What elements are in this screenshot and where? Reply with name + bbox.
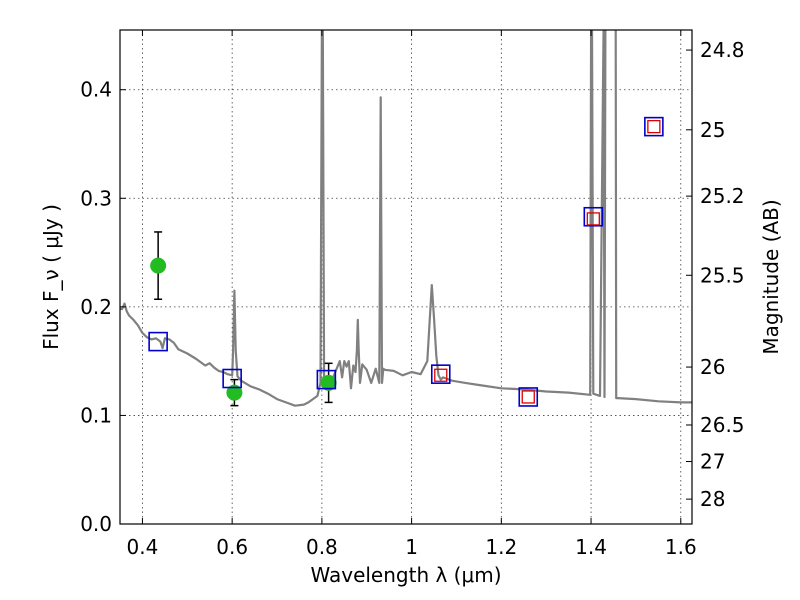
y-tick-label: 0.4 bbox=[80, 78, 112, 102]
sed-model-curve bbox=[120, 30, 692, 407]
x-axis-ticks: 0.4 0.6 0.8 1 1.2 1.4 1.6 bbox=[127, 30, 697, 559]
x-tick-label: 1.6 bbox=[665, 535, 697, 559]
model-square-blue bbox=[518, 387, 539, 407]
y-tick-label: 0.2 bbox=[80, 295, 112, 319]
magnitude-tick-label: 26 bbox=[700, 355, 725, 379]
magnitude-tick-label: 26.5 bbox=[700, 413, 745, 437]
y-axis-label: Flux F_ν ( μJy ) bbox=[39, 204, 63, 350]
y-axis-ticks: 0.0 0.1 0.2 0.3 0.4 bbox=[80, 78, 126, 536]
model-red-squares bbox=[434, 119, 661, 404]
observed-point bbox=[320, 374, 337, 391]
model-square-red bbox=[521, 390, 535, 404]
x-tick-label: 1 bbox=[405, 535, 418, 559]
x-axis-label: Wavelength λ (μm) bbox=[310, 563, 501, 587]
magnitude-tick-label: 25.2 bbox=[700, 184, 745, 208]
y-tick-label: 0.1 bbox=[80, 403, 112, 427]
magnitude-tick-label: 24.8 bbox=[700, 38, 745, 62]
magnitude-axis-label: Magnitude (AB) bbox=[759, 199, 783, 354]
model-square-blue bbox=[644, 116, 664, 137]
model-square-blue bbox=[148, 331, 168, 352]
model-square-blue bbox=[430, 364, 451, 384]
error-bars bbox=[154, 231, 333, 407]
sed-line bbox=[120, 30, 692, 407]
x-tick-label: 0.8 bbox=[306, 535, 338, 559]
model-square-blue bbox=[222, 368, 242, 389]
model-square-red bbox=[647, 119, 661, 134]
model-square-red bbox=[586, 212, 600, 226]
observed-points bbox=[150, 257, 337, 401]
plot-frame bbox=[119, 29, 693, 525]
observed-point bbox=[226, 384, 243, 401]
y-tick-label: 0.0 bbox=[80, 512, 112, 536]
magnitude-tick-label: 25.5 bbox=[700, 263, 745, 287]
model-square-red bbox=[434, 368, 448, 382]
model-square-blue bbox=[583, 206, 604, 227]
magnitude-tick-label: 28 bbox=[700, 487, 725, 511]
magnitude-axis-ticks: 24.8 25 25.2 25.5 26 26.5 27 28 bbox=[686, 38, 745, 511]
model-square-blue bbox=[316, 369, 337, 390]
y-tick-label: 0.3 bbox=[80, 186, 112, 210]
x-tick-label: 0.6 bbox=[216, 535, 248, 559]
x-tick-label: 1.4 bbox=[575, 535, 607, 559]
x-tick-label: 1.2 bbox=[485, 535, 517, 559]
model-blue-squares bbox=[148, 116, 664, 407]
magnitude-tick-label: 25 bbox=[700, 118, 725, 142]
observed-point bbox=[150, 257, 167, 274]
magnitude-tick-label: 27 bbox=[700, 450, 725, 474]
x-tick-label: 0.4 bbox=[127, 535, 159, 559]
